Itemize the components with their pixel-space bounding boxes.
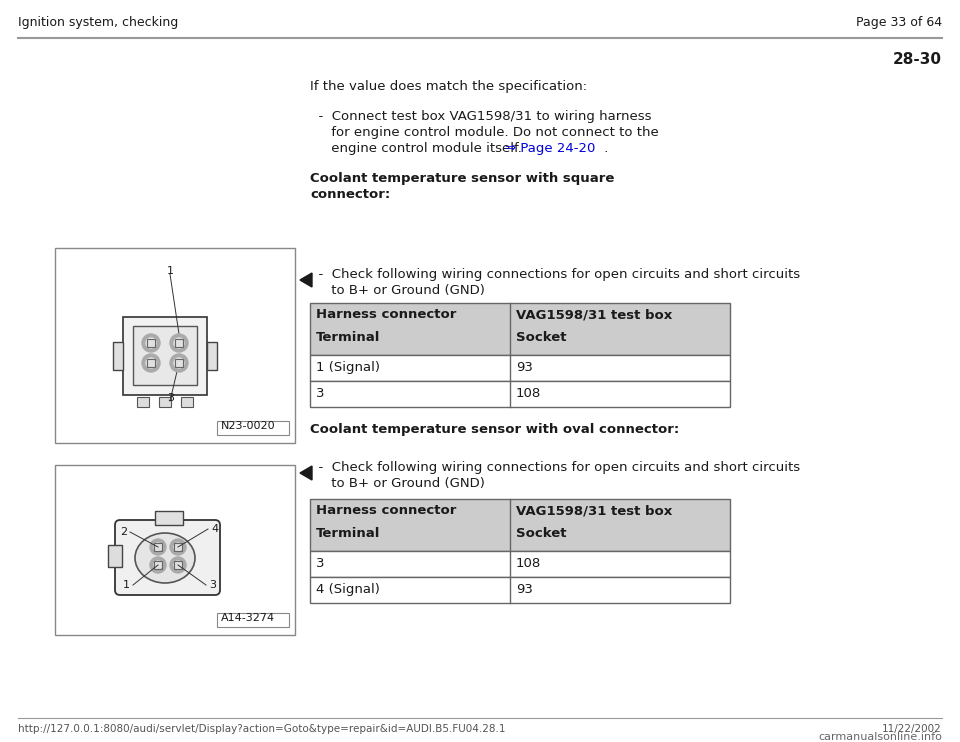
Circle shape (174, 543, 182, 551)
Text: 3: 3 (209, 580, 216, 590)
FancyBboxPatch shape (310, 577, 730, 603)
Text: A14-3274: A14-3274 (221, 613, 276, 623)
FancyBboxPatch shape (108, 545, 122, 567)
Text: -  Check following wiring connections for open circuits and short circuits: - Check following wiring connections for… (310, 268, 800, 281)
Text: 3: 3 (316, 387, 324, 400)
Text: 108: 108 (516, 557, 541, 570)
Circle shape (154, 543, 162, 551)
Circle shape (150, 539, 166, 555)
FancyBboxPatch shape (207, 342, 217, 370)
Text: 3: 3 (167, 393, 174, 403)
Text: 28-30: 28-30 (893, 52, 942, 67)
FancyBboxPatch shape (55, 465, 295, 635)
Text: Page 33 of 64: Page 33 of 64 (856, 16, 942, 29)
Circle shape (142, 334, 160, 352)
Text: Socket: Socket (516, 527, 566, 540)
Text: 93: 93 (516, 361, 533, 374)
Text: connector:: connector: (310, 188, 391, 201)
Text: 11/22/2002: 11/22/2002 (882, 724, 942, 734)
Polygon shape (300, 466, 312, 480)
Text: 3: 3 (316, 557, 324, 570)
Ellipse shape (135, 533, 195, 583)
Text: 1: 1 (123, 580, 130, 590)
FancyBboxPatch shape (310, 551, 730, 577)
Circle shape (146, 358, 156, 368)
Text: Terminal: Terminal (316, 331, 380, 344)
Text: 4: 4 (211, 524, 218, 534)
FancyBboxPatch shape (133, 326, 197, 385)
FancyBboxPatch shape (123, 317, 207, 395)
FancyBboxPatch shape (155, 511, 183, 525)
FancyBboxPatch shape (113, 342, 123, 370)
Circle shape (174, 358, 184, 368)
Text: 1: 1 (167, 266, 174, 276)
Text: Harness connector: Harness connector (316, 504, 456, 517)
Circle shape (170, 539, 186, 555)
Text: Terminal: Terminal (316, 527, 380, 540)
Text: 2: 2 (120, 527, 127, 537)
Text: Ignition system, checking: Ignition system, checking (18, 16, 179, 29)
Text: Coolant temperature sensor with oval connector:: Coolant temperature sensor with oval con… (310, 423, 680, 436)
Text: -  Check following wiring connections for open circuits and short circuits: - Check following wiring connections for… (310, 461, 800, 474)
Text: carmanualsonline.info: carmanualsonline.info (818, 732, 942, 742)
Text: ⇒ Page 24-20: ⇒ Page 24-20 (505, 142, 595, 155)
Circle shape (170, 334, 188, 352)
FancyBboxPatch shape (310, 303, 730, 355)
Polygon shape (300, 273, 312, 287)
Text: 4 (Signal): 4 (Signal) (316, 583, 380, 596)
FancyBboxPatch shape (137, 397, 149, 407)
FancyBboxPatch shape (217, 613, 289, 627)
Circle shape (174, 338, 184, 348)
Circle shape (150, 557, 166, 573)
Circle shape (170, 354, 188, 372)
Text: 1 (Signal): 1 (Signal) (316, 361, 380, 374)
FancyBboxPatch shape (217, 421, 289, 435)
FancyBboxPatch shape (115, 520, 220, 595)
Text: Socket: Socket (516, 331, 566, 344)
Text: -  Connect test box VAG1598/31 to wiring harness: - Connect test box VAG1598/31 to wiring … (310, 110, 652, 123)
Text: to B+ or Ground (GND): to B+ or Ground (GND) (310, 477, 485, 490)
Text: VAG1598/31 test box: VAG1598/31 test box (516, 504, 672, 517)
Circle shape (146, 338, 156, 348)
Text: If the value does match the specification:: If the value does match the specificatio… (310, 80, 588, 93)
Circle shape (170, 557, 186, 573)
FancyBboxPatch shape (55, 248, 295, 443)
Text: 108: 108 (516, 387, 541, 400)
FancyBboxPatch shape (310, 499, 730, 551)
FancyBboxPatch shape (159, 397, 171, 407)
Text: .: . (600, 142, 609, 155)
FancyBboxPatch shape (181, 397, 193, 407)
Text: http://127.0.0.1:8080/audi/servlet/Display?action=Goto&type=repair&id=AUDI.B5.FU: http://127.0.0.1:8080/audi/servlet/Displ… (18, 724, 506, 734)
Text: for engine control module. Do not connect to the: for engine control module. Do not connec… (310, 126, 659, 139)
Text: 93: 93 (516, 583, 533, 596)
Text: Harness connector: Harness connector (316, 308, 456, 321)
Text: to B+ or Ground (GND): to B+ or Ground (GND) (310, 284, 485, 297)
FancyBboxPatch shape (310, 355, 730, 381)
Text: N23-0020: N23-0020 (221, 421, 276, 431)
Circle shape (154, 561, 162, 569)
Text: engine control module itself.: engine control module itself. (310, 142, 530, 155)
FancyBboxPatch shape (310, 381, 730, 407)
Circle shape (142, 354, 160, 372)
Circle shape (174, 561, 182, 569)
Text: Coolant temperature sensor with square: Coolant temperature sensor with square (310, 172, 614, 185)
Text: VAG1598/31 test box: VAG1598/31 test box (516, 308, 672, 321)
